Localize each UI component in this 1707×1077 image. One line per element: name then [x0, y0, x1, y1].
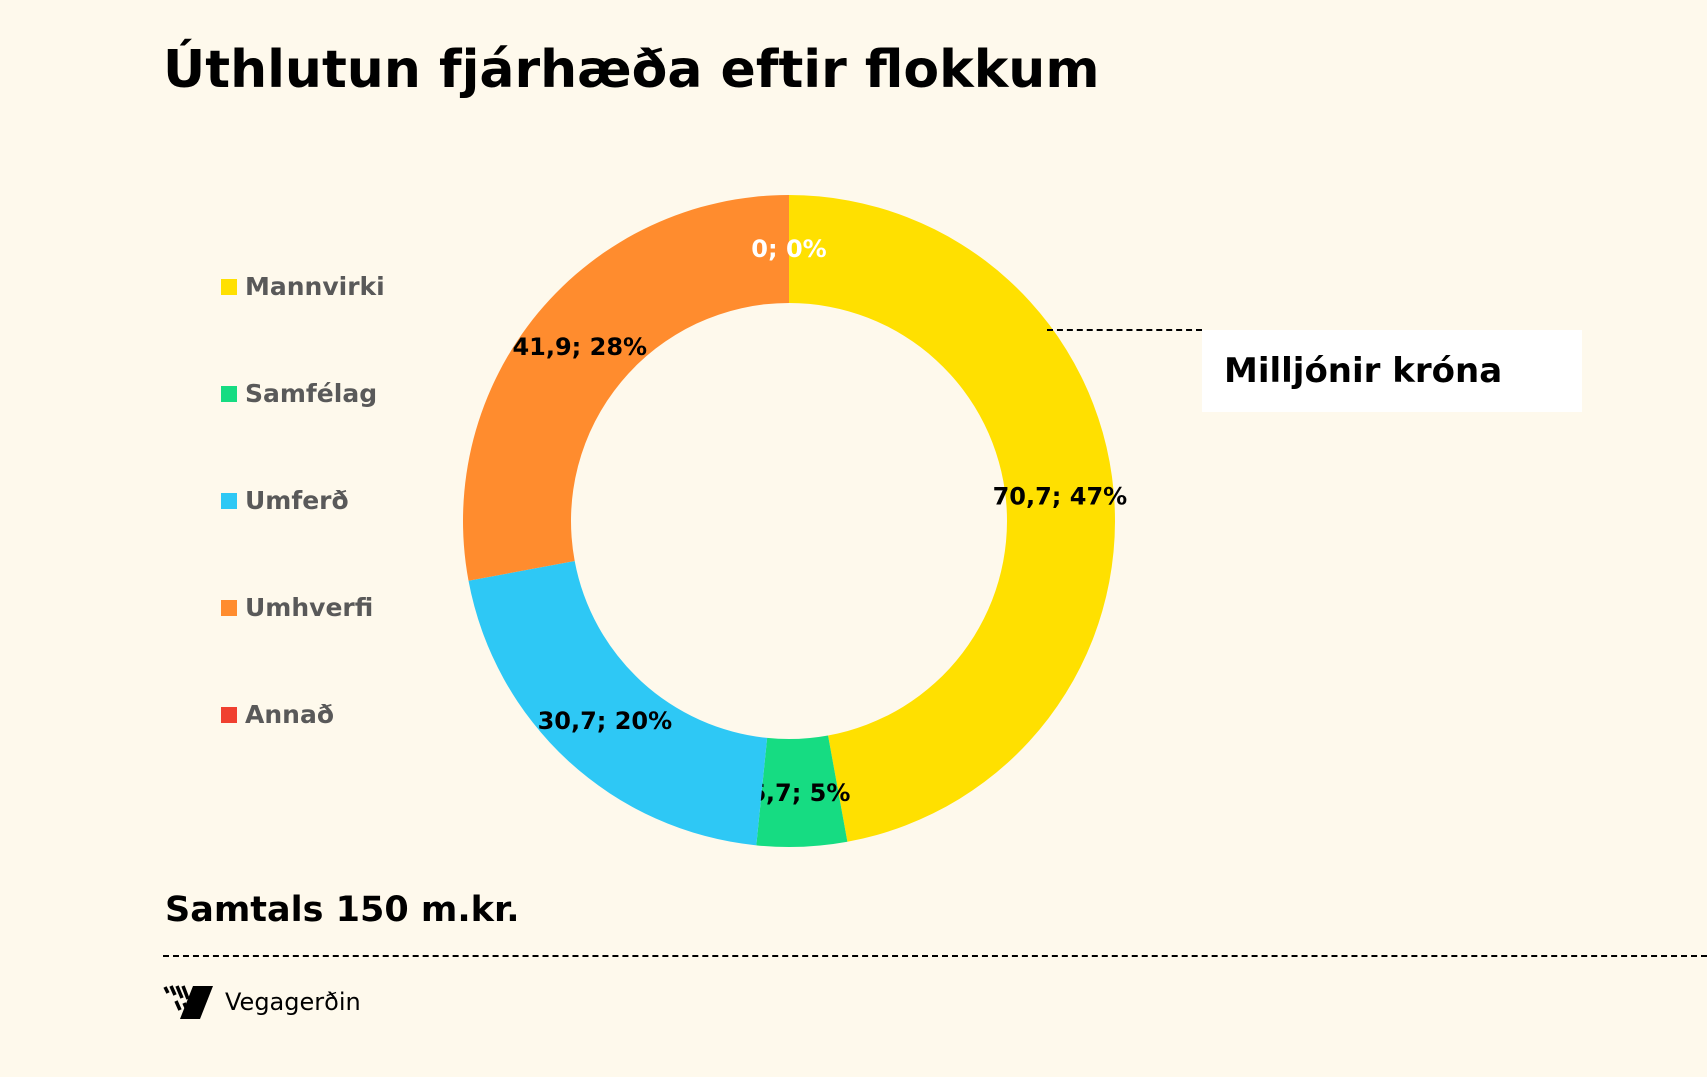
- legend-item: Mannvirki: [221, 233, 385, 340]
- legend-item: Umhverfi: [221, 554, 373, 661]
- unit-label: Milljónir króna: [1224, 351, 1503, 391]
- legend-swatch: [221, 492, 237, 509]
- legend-item: Umferð: [221, 447, 349, 554]
- data-label: 6,7; 5%: [749, 779, 850, 807]
- brand-name: Vegagerðin: [225, 988, 361, 1016]
- slice-samfélag: [756, 735, 848, 847]
- legend-label: Mannvirki: [245, 272, 385, 301]
- brand-logo: Vegagerðin: [163, 984, 361, 1020]
- legend-item: Annað: [221, 661, 334, 768]
- legend-label: Samfélag: [245, 379, 378, 408]
- unit-label-box: Milljónir króna: [1202, 330, 1582, 412]
- slice-umhverfi: [463, 194, 789, 581]
- legend-label: Umhverfi: [245, 593, 374, 622]
- data-label: 70,7; 47%: [993, 483, 1128, 511]
- vegagerdin-logo-icon: [163, 985, 213, 1019]
- total-label: Samtals 150 m.kr.: [165, 890, 520, 930]
- chart-title: Úthlutun fjárhæða eftir flokkum: [163, 40, 1100, 100]
- unit-connector-line: [1047, 329, 1202, 331]
- legend-label: Umferð: [245, 486, 349, 515]
- data-label: 0; 0%: [751, 235, 826, 263]
- footer-divider: [163, 955, 1707, 957]
- legend-swatch: [221, 278, 237, 295]
- data-label: 41,9; 28%: [512, 333, 647, 361]
- slice-umferð: [468, 560, 768, 846]
- data-label: 30,7; 20%: [538, 707, 673, 735]
- legend-swatch: [221, 599, 237, 616]
- slice-mannvirki: [789, 195, 1115, 842]
- legend-label: Annað: [245, 700, 334, 729]
- legend-swatch: [221, 706, 237, 723]
- legend-swatch: [221, 385, 237, 402]
- legend-item: Samfélag: [221, 340, 377, 447]
